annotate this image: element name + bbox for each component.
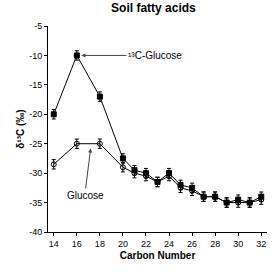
svg-text:-40: -40 bbox=[29, 227, 42, 237]
svg-text:-30: -30 bbox=[29, 168, 42, 178]
svg-text:Carbon Number: Carbon Number bbox=[120, 250, 196, 261]
svg-text:δ¹³C (‰): δ¹³C (‰) bbox=[15, 109, 26, 148]
svg-text:14: 14 bbox=[49, 239, 59, 249]
svg-text:Soil fatty acids: Soil fatty acids bbox=[111, 1, 196, 15]
svg-text:22: 22 bbox=[141, 239, 151, 249]
svg-text:30: 30 bbox=[233, 239, 243, 249]
svg-text:-10: -10 bbox=[29, 51, 42, 61]
svg-text:24: 24 bbox=[164, 239, 174, 249]
svg-text:18: 18 bbox=[95, 239, 105, 249]
svg-text:-5: -5 bbox=[34, 21, 42, 31]
svg-text:-15: -15 bbox=[29, 80, 42, 90]
svg-text:28: 28 bbox=[210, 239, 220, 249]
svg-text:16: 16 bbox=[72, 239, 82, 249]
svg-text:32: 32 bbox=[256, 239, 266, 249]
svg-text:-25: -25 bbox=[29, 139, 42, 149]
svg-text:Glucose: Glucose bbox=[67, 190, 104, 201]
svg-text:-20: -20 bbox=[29, 109, 42, 119]
svg-text:26: 26 bbox=[187, 239, 197, 249]
svg-text:-35: -35 bbox=[29, 198, 42, 208]
svg-text:¹³C-Glucose: ¹³C-Glucose bbox=[128, 50, 182, 61]
svg-text:20: 20 bbox=[118, 239, 128, 249]
